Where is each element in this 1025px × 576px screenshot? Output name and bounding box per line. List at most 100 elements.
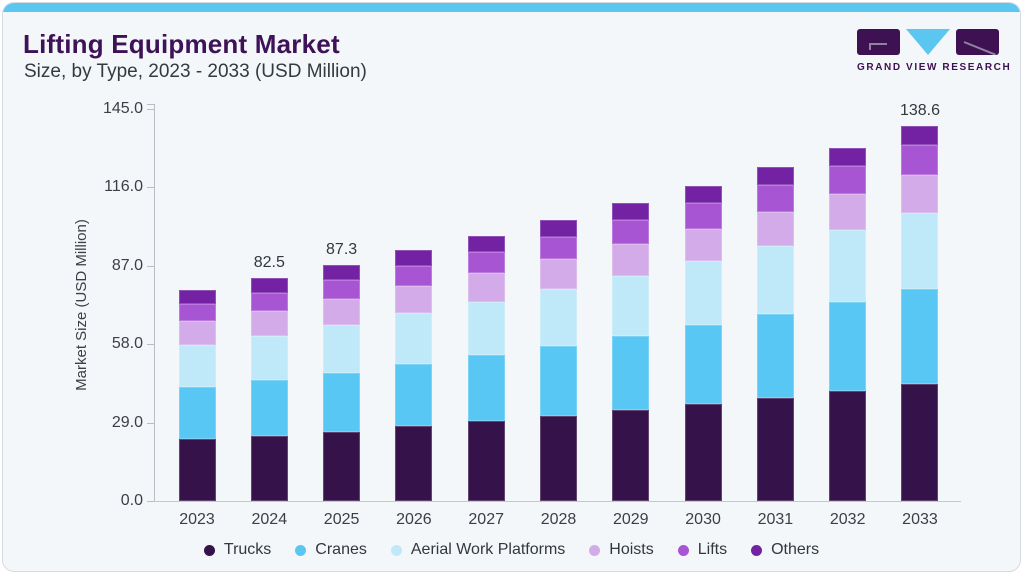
bar-segment-aerial-work-platforms-2029[interactable] bbox=[612, 275, 650, 336]
y-tickmark-29.0 bbox=[147, 422, 154, 424]
bar-segment-hoists-2025[interactable] bbox=[323, 299, 361, 326]
bar-2030[interactable]: 2030 bbox=[684, 185, 722, 528]
bar-segment-trucks-2030[interactable] bbox=[684, 404, 722, 501]
bar-segment-aerial-work-platforms-2032[interactable] bbox=[829, 230, 867, 303]
legend-item-aerial-work-platforms[interactable]: Aerial Work Platforms bbox=[390, 541, 566, 559]
y-tick-116.0: 116.0 bbox=[104, 178, 143, 196]
bar-segment-lifts-2033[interactable] bbox=[901, 145, 939, 176]
bar-segment-cranes-2026[interactable] bbox=[395, 363, 433, 427]
bar-segment-cranes-2028[interactable] bbox=[539, 345, 577, 416]
bar-segment-hoists-2028[interactable] bbox=[539, 259, 577, 290]
bar-segment-others-2031[interactable] bbox=[756, 167, 794, 186]
bar-segment-hoists-2026[interactable] bbox=[395, 286, 433, 314]
bar-2026[interactable]: 2026 bbox=[395, 250, 433, 528]
bar-segment-cranes-2032[interactable] bbox=[829, 302, 867, 392]
bar-segment-lifts-2024[interactable] bbox=[250, 292, 288, 311]
bar-segment-others-2023[interactable] bbox=[178, 289, 216, 304]
legend-dot-icon bbox=[677, 544, 689, 556]
bar-segment-hoists-2031[interactable] bbox=[756, 212, 794, 247]
bar-segment-hoists-2027[interactable] bbox=[467, 273, 505, 302]
bar-2033[interactable]: 138.6 2033 bbox=[900, 102, 940, 528]
bar-2027[interactable]: 2027 bbox=[467, 235, 505, 528]
bar-segment-lifts-2031[interactable] bbox=[756, 185, 794, 213]
x-tick-2027: 2027 bbox=[468, 511, 504, 528]
bar-segment-cranes-2033[interactable] bbox=[901, 289, 939, 384]
bar-2025[interactable]: 87.3 2025 bbox=[323, 241, 361, 528]
bar-segment-hoists-2024[interactable] bbox=[250, 310, 288, 336]
bar-segment-trucks-2024[interactable] bbox=[250, 435, 288, 501]
bar-segment-lifts-2030[interactable] bbox=[684, 203, 722, 229]
bar-segment-trucks-2027[interactable] bbox=[467, 421, 505, 501]
bar-segment-lifts-2026[interactable] bbox=[395, 265, 433, 287]
bar-2028[interactable]: 2028 bbox=[539, 220, 577, 528]
bar-segment-aerial-work-platforms-2031[interactable] bbox=[756, 246, 794, 314]
bar-segment-hoists-2033[interactable] bbox=[901, 175, 939, 214]
legend-dot-icon bbox=[390, 544, 402, 556]
x-tick-2033: 2033 bbox=[902, 511, 938, 528]
bar-segment-aerial-work-platforms-2030[interactable] bbox=[684, 261, 722, 326]
bar-segment-others-2025[interactable] bbox=[323, 265, 361, 280]
x-tick-2028: 2028 bbox=[540, 511, 577, 528]
legend-item-cranes[interactable]: Cranes bbox=[295, 541, 367, 559]
bar-segment-cranes-2031[interactable] bbox=[756, 313, 794, 398]
y-tickmark-0.0 bbox=[147, 501, 154, 502]
bar-segment-hoists-2032[interactable] bbox=[829, 194, 867, 231]
bar-segment-trucks-2032[interactable] bbox=[829, 391, 867, 501]
bar-segment-trucks-2029[interactable] bbox=[612, 410, 650, 501]
legend-dot-icon bbox=[203, 544, 215, 556]
bar-segment-cranes-2029[interactable] bbox=[612, 335, 650, 411]
bar-segment-trucks-2033[interactable] bbox=[901, 383, 939, 501]
bar-segment-aerial-work-platforms-2033[interactable] bbox=[901, 213, 939, 290]
bar-2023[interactable]: 2023 bbox=[178, 289, 216, 528]
legend-item-hoists[interactable]: Hoists bbox=[589, 541, 654, 559]
bar-2024[interactable]: 82.5 2024 bbox=[250, 254, 288, 528]
bar-segment-aerial-work-platforms-2028[interactable] bbox=[539, 289, 577, 346]
bar-total-label-2025: 87.3 bbox=[326, 241, 358, 258]
bar-segment-hoists-2029[interactable] bbox=[612, 244, 650, 276]
bar-segment-trucks-2026[interactable] bbox=[395, 426, 433, 501]
bar-2031[interactable]: 2031 bbox=[756, 167, 794, 528]
bar-segment-trucks-2025[interactable] bbox=[323, 431, 361, 501]
bar-segment-cranes-2025[interactable] bbox=[323, 372, 361, 432]
bar-segment-lifts-2027[interactable] bbox=[467, 251, 505, 274]
bar-segment-hoists-2030[interactable] bbox=[684, 228, 722, 262]
bar-2029[interactable]: 2029 bbox=[612, 203, 650, 528]
bar-segment-cranes-2023[interactable] bbox=[178, 386, 216, 440]
legend-item-trucks[interactable]: Trucks bbox=[203, 541, 272, 559]
y-tickmark-145.0 bbox=[147, 109, 154, 110]
bar-segment-others-2028[interactable] bbox=[539, 220, 577, 237]
bar-segment-aerial-work-platforms-2027[interactable] bbox=[467, 301, 505, 356]
x-tick-2030: 2030 bbox=[685, 511, 721, 528]
y-axis-tick-marks bbox=[147, 109, 155, 502]
bar-segment-lifts-2028[interactable] bbox=[539, 236, 577, 260]
bar-segment-trucks-2028[interactable] bbox=[539, 415, 577, 501]
bar-segment-aerial-work-platforms-2025[interactable] bbox=[323, 325, 361, 373]
bar-segment-lifts-2032[interactable] bbox=[829, 166, 867, 195]
bar-segment-others-2029[interactable] bbox=[612, 203, 650, 221]
legend-label: Aerial Work Platforms bbox=[410, 541, 566, 558]
bar-segment-trucks-2031[interactable] bbox=[756, 398, 794, 501]
bar-segment-others-2030[interactable] bbox=[684, 185, 722, 204]
bar-segment-lifts-2023[interactable] bbox=[178, 303, 216, 322]
x-tick-2029: 2029 bbox=[612, 511, 649, 528]
legend-item-others[interactable]: Others bbox=[751, 541, 819, 559]
bar-plot-area: 2023 82.5 2024 87.3 2025 2026 2027 2028 2029 2030… bbox=[155, 102, 961, 528]
bar-segment-cranes-2027[interactable] bbox=[467, 355, 505, 422]
bar-segment-lifts-2025[interactable] bbox=[323, 279, 361, 300]
bar-segment-trucks-2023[interactable] bbox=[178, 439, 216, 501]
bar-segment-others-2026[interactable] bbox=[395, 250, 433, 266]
legend-label: Trucks bbox=[223, 541, 272, 558]
bar-segment-aerial-work-platforms-2026[interactable] bbox=[395, 313, 433, 364]
bar-segment-lifts-2029[interactable] bbox=[612, 220, 650, 245]
bar-segment-cranes-2024[interactable] bbox=[250, 380, 288, 436]
bar-2032[interactable]: 2032 bbox=[829, 147, 867, 528]
legend-item-lifts[interactable]: Lifts bbox=[677, 541, 727, 559]
bar-segment-others-2033[interactable] bbox=[901, 126, 939, 146]
bar-segment-hoists-2023[interactable] bbox=[178, 321, 216, 345]
bar-segment-cranes-2030[interactable] bbox=[684, 325, 722, 405]
bar-segment-others-2027[interactable] bbox=[467, 235, 505, 252]
bar-segment-aerial-work-platforms-2024[interactable] bbox=[250, 335, 288, 381]
bar-segment-others-2032[interactable] bbox=[829, 147, 867, 167]
bar-segment-others-2024[interactable] bbox=[250, 278, 288, 293]
bar-segment-aerial-work-platforms-2023[interactable] bbox=[178, 344, 216, 387]
